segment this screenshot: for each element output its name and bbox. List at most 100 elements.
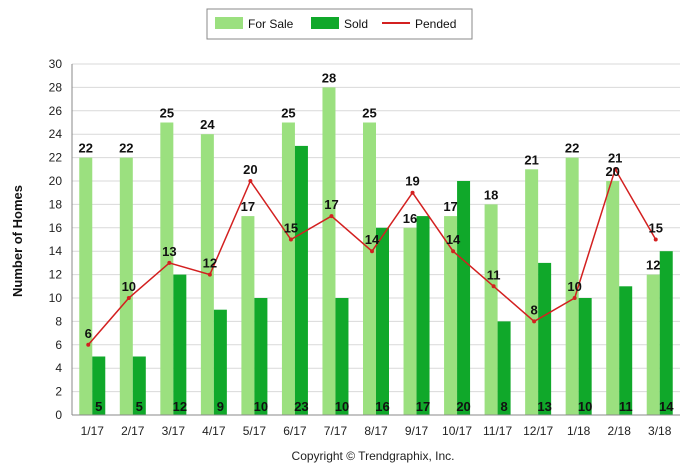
data-label-for-sale: 12 [646,258,660,273]
data-label-sold: 17 [416,399,430,414]
data-label-pended: 11 [487,267,501,282]
pended-point [491,284,496,289]
y-tick-label: 22 [49,151,63,165]
bar-sold [173,274,187,415]
data-label-pended: 10 [567,279,581,294]
data-label-pended: 20 [243,162,257,177]
data-label-for-sale: 22 [565,141,579,156]
bar-for-sale [119,157,133,415]
bar-for-sale [565,157,579,415]
bar-for-sale [606,181,620,415]
bar-sold [254,298,268,415]
data-label-pended: 19 [405,174,419,189]
bar-for-sale [363,122,376,415]
pended-point [410,190,415,195]
data-label-sold: 10 [254,399,268,414]
x-tick-label: 2/18 [608,424,632,438]
bar-for-sale [525,169,539,415]
bar-sold [578,298,592,415]
pended-point [288,237,293,242]
pended-point [86,342,91,347]
copyright-footer: Copyright © Trendgraphix, Inc. [292,449,455,463]
pended-point [207,272,212,277]
legend: For Sale Sold Pended [206,8,473,40]
legend-swatch-sold [311,17,339,29]
y-tick-label: 16 [49,221,63,235]
y-tick-label: 8 [55,314,62,328]
data-label-sold: 5 [136,399,143,414]
bar-for-sale [646,274,660,415]
bar-sold [659,251,673,415]
x-tick-label: 1/17 [81,424,105,438]
y-tick-label: 6 [55,338,62,352]
pended-point [167,260,172,265]
data-label-for-sale: 22 [119,141,133,156]
bar-for-sale [241,216,255,415]
data-label-sold: 8 [500,399,507,414]
x-tick-label: 12/17 [523,424,553,438]
bar-sold [213,309,227,415]
data-label-pended: 21 [608,150,622,165]
y-tick-label: 28 [49,80,63,94]
data-label-sold: 10 [335,399,349,414]
data-label-sold: 13 [537,399,551,414]
bar-for-sale [444,216,458,415]
pended-point [653,237,658,242]
x-tick-label: 1/18 [567,424,591,438]
data-label-sold: 12 [173,399,187,414]
bar-for-sale [79,157,93,415]
y-tick-label: 0 [55,408,62,422]
data-label-pended: 6 [85,326,92,341]
bar-sold [538,262,552,415]
x-tick-label: 2/17 [121,424,145,438]
bars [79,87,673,416]
bar-sold [457,181,471,415]
data-label-pended: 17 [324,197,338,212]
bar-for-sale [160,122,174,415]
x-tick-label: 9/17 [405,424,429,438]
bar-sold [497,321,511,415]
pended-point [370,249,374,254]
data-label-sold: 16 [375,399,389,414]
data-label-sold: 11 [619,399,633,414]
data-label-sold: 9 [217,399,224,414]
data-labels: 22 5 22 5 25 12 24 9 17 10 25 23 28 10 25 16 16 17 17 20 18 8… [79,70,675,414]
data-label-for-sale: 22 [79,141,93,156]
data-label-pended: 15 [648,221,662,236]
pended-point [572,296,577,300]
data-label-for-sale: 24 [200,117,215,132]
data-label-sold: 10 [578,399,592,414]
x-tick-label: 5/17 [243,424,267,438]
bar-sold [294,145,308,415]
y-tick-label: 12 [49,268,63,282]
legend-label-for-sale: For Sale [248,17,294,31]
x-tick-label: 4/17 [202,424,226,438]
data-label-pended: 15 [284,221,298,236]
x-tick-label: 8/17 [364,424,388,438]
data-label-for-sale: 17 [241,199,255,214]
legend-label-pended: Pended [415,17,456,31]
bar-for-sale [281,122,295,415]
bar-sold [92,356,106,415]
bar-sold [376,227,389,415]
y-axis-label: Number of Homes [10,185,25,297]
x-tick-label: 6/17 [283,424,307,438]
bar-for-sale [403,227,417,415]
y-tick-label: 26 [49,104,63,118]
data-label-for-sale: 16 [403,211,417,226]
data-label-for-sale: 25 [160,106,174,121]
data-label-for-sale: 20 [605,164,619,179]
y-tick-label: 24 [49,127,63,141]
data-label-for-sale: 25 [362,106,376,121]
data-label-sold: 20 [456,399,470,414]
x-tick-label: 10/17 [442,424,472,438]
pended-point [329,214,334,219]
bar-sold [335,298,349,415]
y-tick-label: 14 [49,244,63,258]
x-tick-label: 7/17 [324,424,348,438]
pended-point [248,179,253,183]
data-label-for-sale: 17 [443,199,457,214]
bar-for-sale [484,204,498,415]
